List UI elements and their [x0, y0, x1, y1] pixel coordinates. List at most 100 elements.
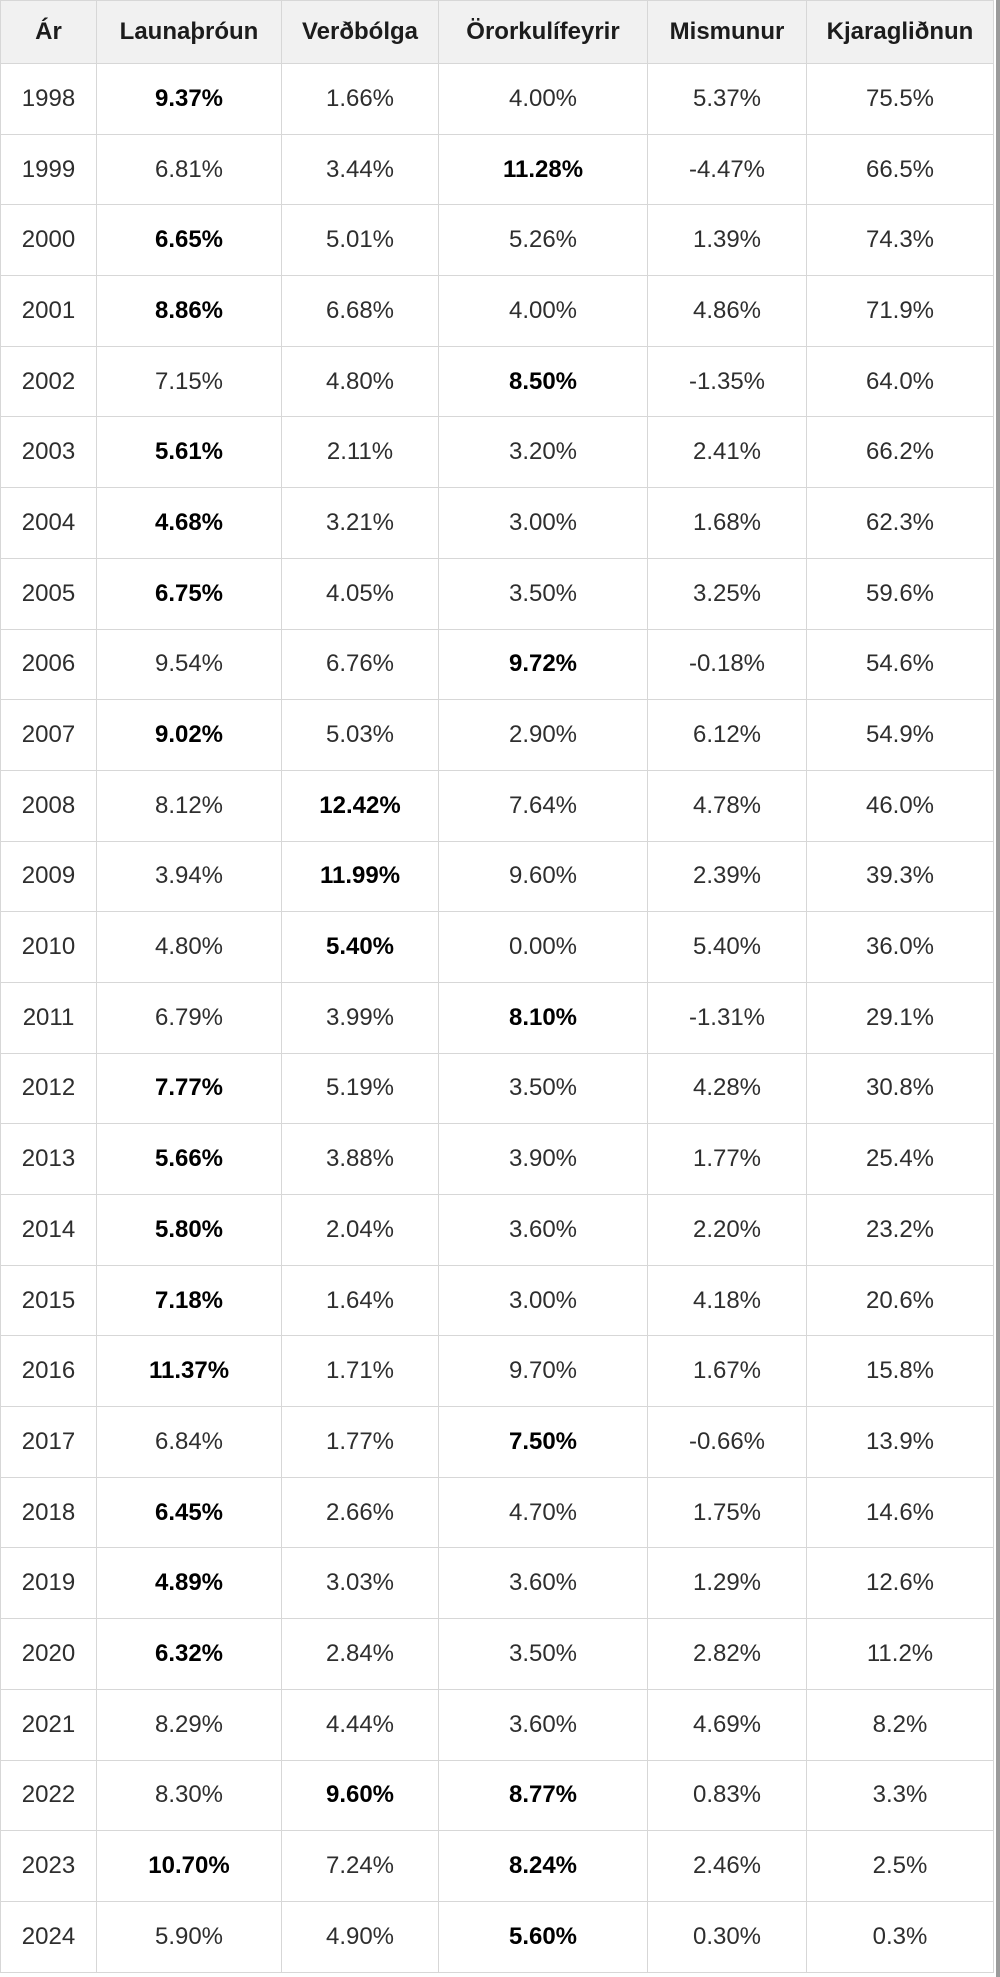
table-row: 2016 11.37% 1.71% 9.70% 1.67% 15.8% [0, 1335, 994, 1408]
column-header-launathroun: Launaþróun [96, 0, 282, 64]
cell-launathroun: 5.80% [96, 1194, 282, 1266]
table-row: 2021 8.29% 4.44% 3.60% 4.69% 8.2% [0, 1688, 994, 1761]
table-body: 1998 9.37% 1.66% 4.00% 5.37% 75.5% 1999 6.81% 3.… [0, 63, 994, 1973]
cell-mismunur: 2.39% [647, 840, 807, 913]
table-row: 2005 6.75% 4.05% 3.50% 3.25% 59.6% [0, 557, 994, 630]
cell-verdbolga: 4.44% [281, 1688, 439, 1761]
cell-verdbolga: 5.40% [281, 911, 439, 983]
table-row: 2002 7.15% 4.80% 8.50% -1.35% 64.0% [0, 345, 994, 418]
table-row: 2008 8.12% 12.42% 7.64% 4.78% 46.0% [0, 769, 994, 842]
column-header-kjaraglidnun: Kjaragliðnun [806, 0, 994, 64]
table-row: 2017 6.84% 1.77% 7.50% -0.66% 13.9% [0, 1406, 994, 1478]
cell-launathroun: 10.70% [96, 1830, 282, 1902]
cell-launathroun: 6.65% [96, 204, 282, 277]
cell-launathroun: 11.37% [96, 1335, 282, 1408]
cell-mismunur: 1.39% [647, 204, 807, 277]
cell-kjaraglidnun: 8.2% [806, 1688, 994, 1761]
cell-year: 2021 [0, 1688, 97, 1761]
cell-year: 2000 [0, 204, 97, 277]
cell-verdbolga: 5.01% [281, 204, 439, 277]
cell-ororkulifeyrir: 8.77% [438, 1759, 648, 1832]
cell-ororkulifeyrir: 9.70% [438, 1335, 648, 1408]
cell-mismunur: -0.18% [647, 628, 807, 701]
table-row: 2011 6.79% 3.99% 8.10% -1.31% 29.1% [0, 981, 994, 1054]
cell-mismunur: 4.28% [647, 1052, 807, 1125]
cell-verdbolga: 3.21% [281, 487, 439, 559]
table-row: 1998 9.37% 1.66% 4.00% 5.37% 75.5% [0, 63, 994, 135]
cell-year: 2019 [0, 1547, 97, 1620]
cell-mismunur: 1.68% [647, 487, 807, 559]
cell-verdbolga: 3.88% [281, 1123, 439, 1195]
cell-kjaraglidnun: 0.3% [806, 1900, 994, 1973]
cell-mismunur: 3.25% [647, 557, 807, 630]
cell-kjaraglidnun: 46.0% [806, 769, 994, 842]
cell-ororkulifeyrir: 3.50% [438, 1618, 648, 1690]
cell-year: 2004 [0, 487, 97, 559]
cell-verdbolga: 3.44% [281, 133, 439, 206]
cell-verdbolga: 2.66% [281, 1476, 439, 1549]
cell-year: 2015 [0, 1264, 97, 1337]
cell-kjaraglidnun: 74.3% [806, 204, 994, 277]
cell-ororkulifeyrir: 3.60% [438, 1194, 648, 1266]
cell-ororkulifeyrir: 4.00% [438, 63, 648, 135]
cell-launathroun: 9.54% [96, 628, 282, 701]
column-header-ororkulifeyrir: Örorkulífeyrir [438, 0, 648, 64]
cell-kjaraglidnun: 36.0% [806, 911, 994, 983]
cell-year: 2001 [0, 275, 97, 347]
cell-ororkulifeyrir: 8.10% [438, 981, 648, 1054]
cell-mismunur: 6.12% [647, 699, 807, 771]
cell-kjaraglidnun: 54.6% [806, 628, 994, 701]
cell-ororkulifeyrir: 9.60% [438, 840, 648, 913]
cell-kjaraglidnun: 15.8% [806, 1335, 994, 1408]
table-row: 2000 6.65% 5.01% 5.26% 1.39% 74.3% [0, 204, 994, 277]
table-row: 2010 4.80% 5.40% 0.00% 5.40% 36.0% [0, 911, 994, 983]
cell-mismunur: 1.67% [647, 1335, 807, 1408]
cell-launathroun: 4.68% [96, 487, 282, 559]
cell-mismunur: 4.18% [647, 1264, 807, 1337]
table-row: 2012 7.77% 5.19% 3.50% 4.28% 30.8% [0, 1052, 994, 1125]
cell-ororkulifeyrir: 3.50% [438, 557, 648, 630]
cell-year: 2012 [0, 1052, 97, 1125]
cell-year: 2006 [0, 628, 97, 701]
cell-ororkulifeyrir: 7.50% [438, 1406, 648, 1478]
cell-mismunur: 0.83% [647, 1759, 807, 1832]
cell-mismunur: -1.31% [647, 981, 807, 1054]
table-row: 2018 6.45% 2.66% 4.70% 1.75% 14.6% [0, 1476, 994, 1549]
cell-launathroun: 9.37% [96, 63, 282, 135]
cell-kjaraglidnun: 66.2% [806, 416, 994, 489]
cell-year: 2020 [0, 1618, 97, 1690]
table-row: 2007 9.02% 5.03% 2.90% 6.12% 54.9% [0, 699, 994, 771]
cell-ororkulifeyrir: 7.64% [438, 769, 648, 842]
cell-kjaraglidnun: 25.4% [806, 1123, 994, 1195]
cell-year: 2011 [0, 981, 97, 1054]
cell-year: 2014 [0, 1194, 97, 1266]
header-row: Ár Launaþróun Verðbólga Örorkulífeyrir M… [0, 0, 994, 64]
table-row: 2019 4.89% 3.03% 3.60% 1.29% 12.6% [0, 1547, 994, 1620]
cell-year: 2024 [0, 1900, 97, 1973]
cell-ororkulifeyrir: 9.72% [438, 628, 648, 701]
cell-launathroun: 8.29% [96, 1688, 282, 1761]
table-row: 2006 9.54% 6.76% 9.72% -0.18% 54.6% [0, 628, 994, 701]
cell-ororkulifeyrir: 5.60% [438, 1900, 648, 1973]
cell-launathroun: 6.75% [96, 557, 282, 630]
cell-verdbolga: 5.19% [281, 1052, 439, 1125]
cell-ororkulifeyrir: 2.90% [438, 699, 648, 771]
cell-ororkulifeyrir: 4.70% [438, 1476, 648, 1549]
cell-mismunur: 1.77% [647, 1123, 807, 1195]
cell-kjaraglidnun: 39.3% [806, 840, 994, 913]
cell-verdbolga: 2.04% [281, 1194, 439, 1266]
cell-kjaraglidnun: 29.1% [806, 981, 994, 1054]
table-row: 2023 10.70% 7.24% 8.24% 2.46% 2.5% [0, 1830, 994, 1902]
cell-mismunur: 2.46% [647, 1830, 807, 1902]
scrollbar[interactable] [996, 0, 1000, 1977]
cell-kjaraglidnun: 54.9% [806, 699, 994, 771]
cell-mismunur: -4.47% [647, 133, 807, 206]
cell-ororkulifeyrir: 3.60% [438, 1547, 648, 1620]
cell-launathroun: 6.79% [96, 981, 282, 1054]
cell-verdbolga: 5.03% [281, 699, 439, 771]
cell-verdbolga: 2.84% [281, 1618, 439, 1690]
cell-mismunur: -1.35% [647, 345, 807, 418]
cell-mismunur: 4.78% [647, 769, 807, 842]
cell-kjaraglidnun: 30.8% [806, 1052, 994, 1125]
cell-ororkulifeyrir: 8.24% [438, 1830, 648, 1902]
